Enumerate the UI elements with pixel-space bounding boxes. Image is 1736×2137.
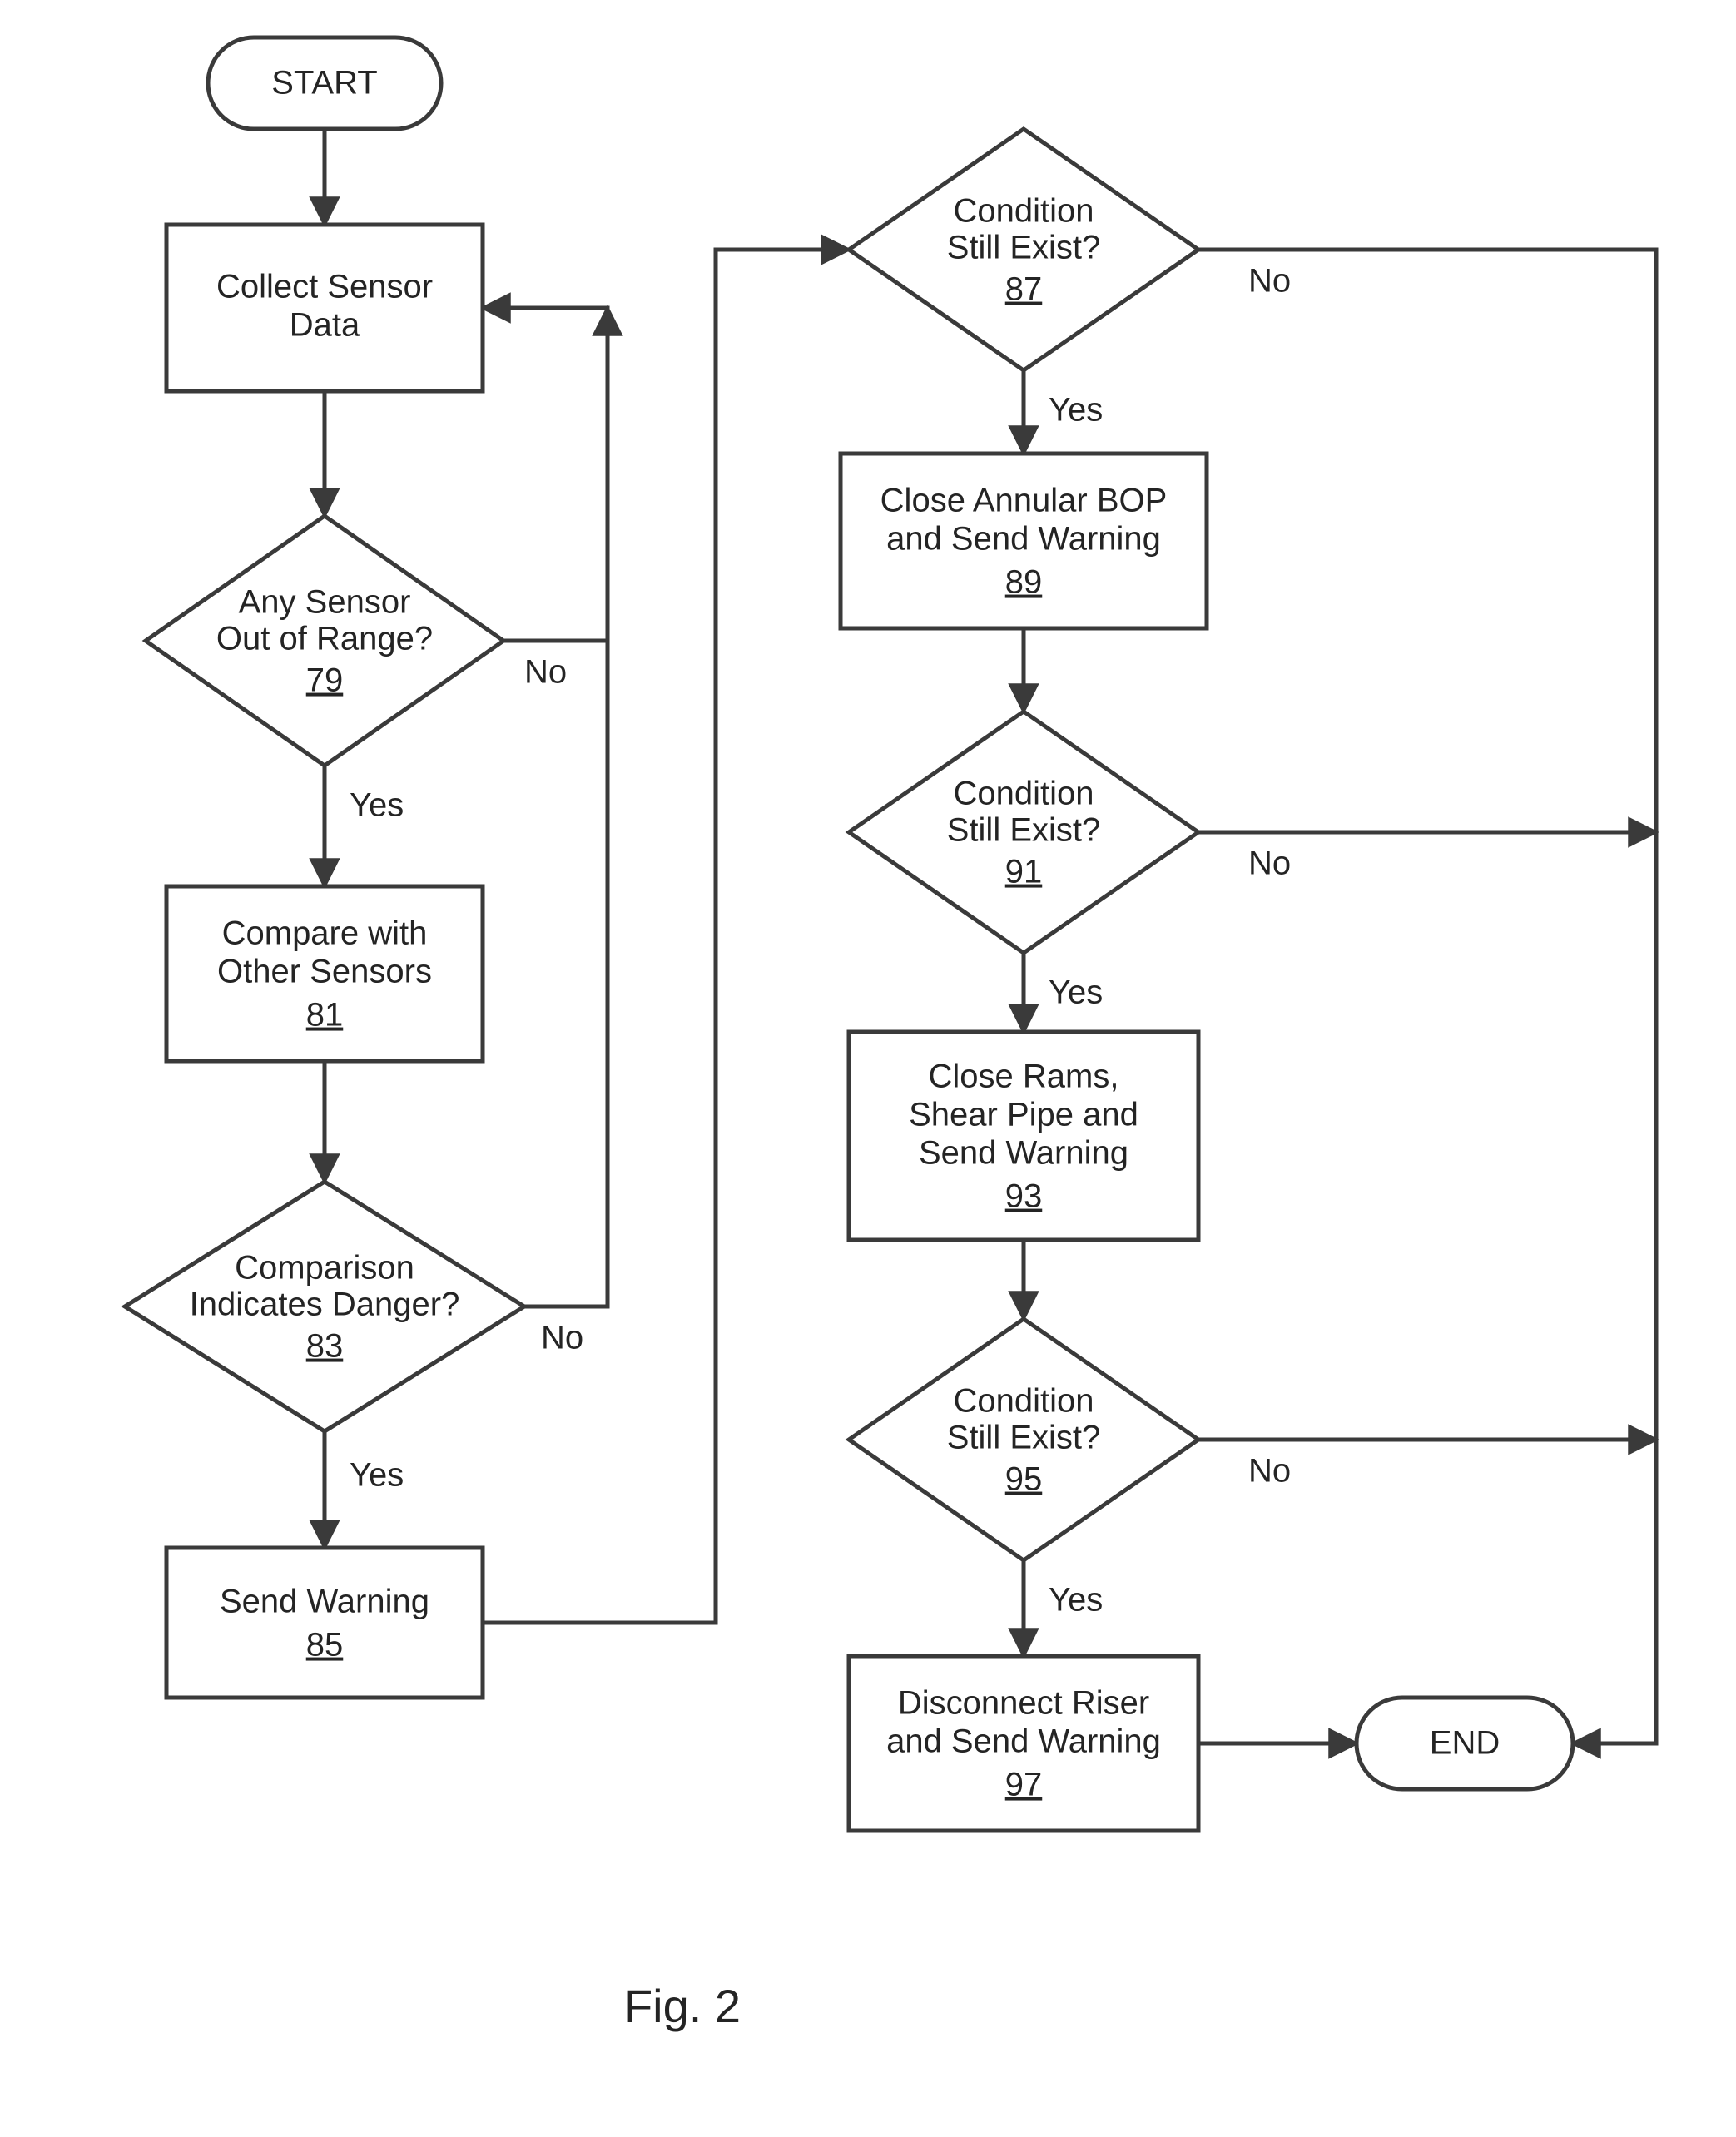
flowchart-figure: Yes No Yes No Yes No Yes No Yes No START Collect S…	[0, 0, 1736, 2137]
edge-5: Yes	[325, 1431, 404, 1548]
d83-line1: Indicates Danger?	[190, 1287, 460, 1323]
d83-line0: Comparison	[235, 1250, 414, 1287]
d91-line1: Still Exist?	[947, 812, 1101, 849]
edge-15: No	[1198, 1440, 1656, 1490]
p81-ref: 81	[306, 997, 344, 1034]
edge-9: No	[1198, 250, 1656, 1743]
p93-ref: 93	[1005, 1178, 1043, 1215]
p89-line0: Close Annular BOP	[880, 483, 1168, 519]
node-p89: Close Annular BOPand Send Warning 89	[841, 454, 1207, 628]
node-p81: Compare withOther Sensors 81	[166, 886, 483, 1061]
node-d87: ConditionStill Exist? 87	[849, 129, 1198, 370]
edge-label-6: No	[541, 1320, 583, 1356]
p97-ref: 97	[1005, 1767, 1043, 1803]
collect-line0: Collect Sensor	[216, 269, 433, 305]
edge-7	[483, 250, 849, 1623]
p81-line0: Compare with	[222, 915, 428, 952]
p85-line0: Send Warning	[220, 1584, 429, 1620]
d91-line0: Condition	[953, 776, 1094, 812]
p89-line1: and Send Warning	[886, 521, 1161, 558]
node-d95: ConditionStill Exist? 95	[849, 1319, 1198, 1560]
edge-label-11: Yes	[1049, 974, 1103, 1011]
node-p85: Send Warning 85	[166, 1548, 483, 1698]
edge-11: Yes	[1024, 953, 1103, 1032]
edge-12: No	[1198, 832, 1656, 882]
p93-line1: Shear Pipe and	[909, 1097, 1138, 1133]
edge-label-15: No	[1248, 1453, 1291, 1490]
d87-line1: Still Exist?	[947, 230, 1101, 266]
p97-line1: and Send Warning	[886, 1723, 1161, 1760]
figure-caption: Fig. 2	[624, 1980, 741, 2032]
d91-ref: 91	[1005, 854, 1043, 890]
edge-label-5: Yes	[350, 1457, 404, 1494]
edge-14: Yes	[1024, 1560, 1103, 1656]
node-p93: Close Rams,Shear Pipe andSend Warning 93	[849, 1032, 1198, 1240]
node-d91: ConditionStill Exist? 91	[849, 712, 1198, 953]
node-d83: ComparisonIndicates Danger? 83	[125, 1182, 524, 1431]
d87-line0: Condition	[953, 193, 1094, 230]
d95-ref: 95	[1005, 1461, 1043, 1498]
p89-ref: 89	[1005, 564, 1043, 601]
d95-line0: Condition	[953, 1383, 1094, 1420]
p93-line0: Close Rams,	[929, 1059, 1119, 1095]
p93-line2: Send Warning	[919, 1135, 1128, 1172]
d95-line1: Still Exist?	[947, 1420, 1101, 1456]
node-collect: Collect SensorData	[166, 225, 483, 391]
edge-label-12: No	[1248, 845, 1291, 882]
d79-line1: Out of Range?	[216, 621, 433, 657]
d83-ref: 83	[306, 1328, 344, 1365]
d87-ref: 87	[1005, 271, 1043, 308]
end-label: END	[1430, 1725, 1500, 1762]
nodes-layer: START Collect SensorData Any SensorOut of …	[125, 37, 1573, 1831]
edge-2: Yes	[325, 766, 404, 886]
node-p97: Disconnect Riserand Send Warning 97	[849, 1656, 1198, 1831]
d79-ref: 79	[306, 662, 344, 699]
node-end: END	[1357, 1698, 1573, 1789]
node-d79: Any SensorOut of Range? 79	[146, 516, 503, 766]
edge-8: Yes	[1024, 370, 1103, 454]
edge-6: No	[524, 308, 608, 1356]
edge-label-3: No	[524, 654, 567, 691]
p85-ref: 85	[306, 1627, 344, 1663]
p97-line0: Disconnect Riser	[898, 1685, 1149, 1722]
edge-3: No	[483, 308, 608, 691]
collect-line1: Data	[290, 307, 360, 344]
start-label: START	[271, 65, 377, 102]
d79-line0: Any Sensor	[239, 584, 411, 621]
node-start: START	[208, 37, 441, 129]
edge-label-8: Yes	[1049, 392, 1103, 429]
edge-label-9: No	[1248, 263, 1291, 300]
p81-line1: Other Sensors	[217, 954, 432, 990]
edge-label-14: Yes	[1049, 1582, 1103, 1619]
edge-label-2: Yes	[350, 787, 404, 824]
